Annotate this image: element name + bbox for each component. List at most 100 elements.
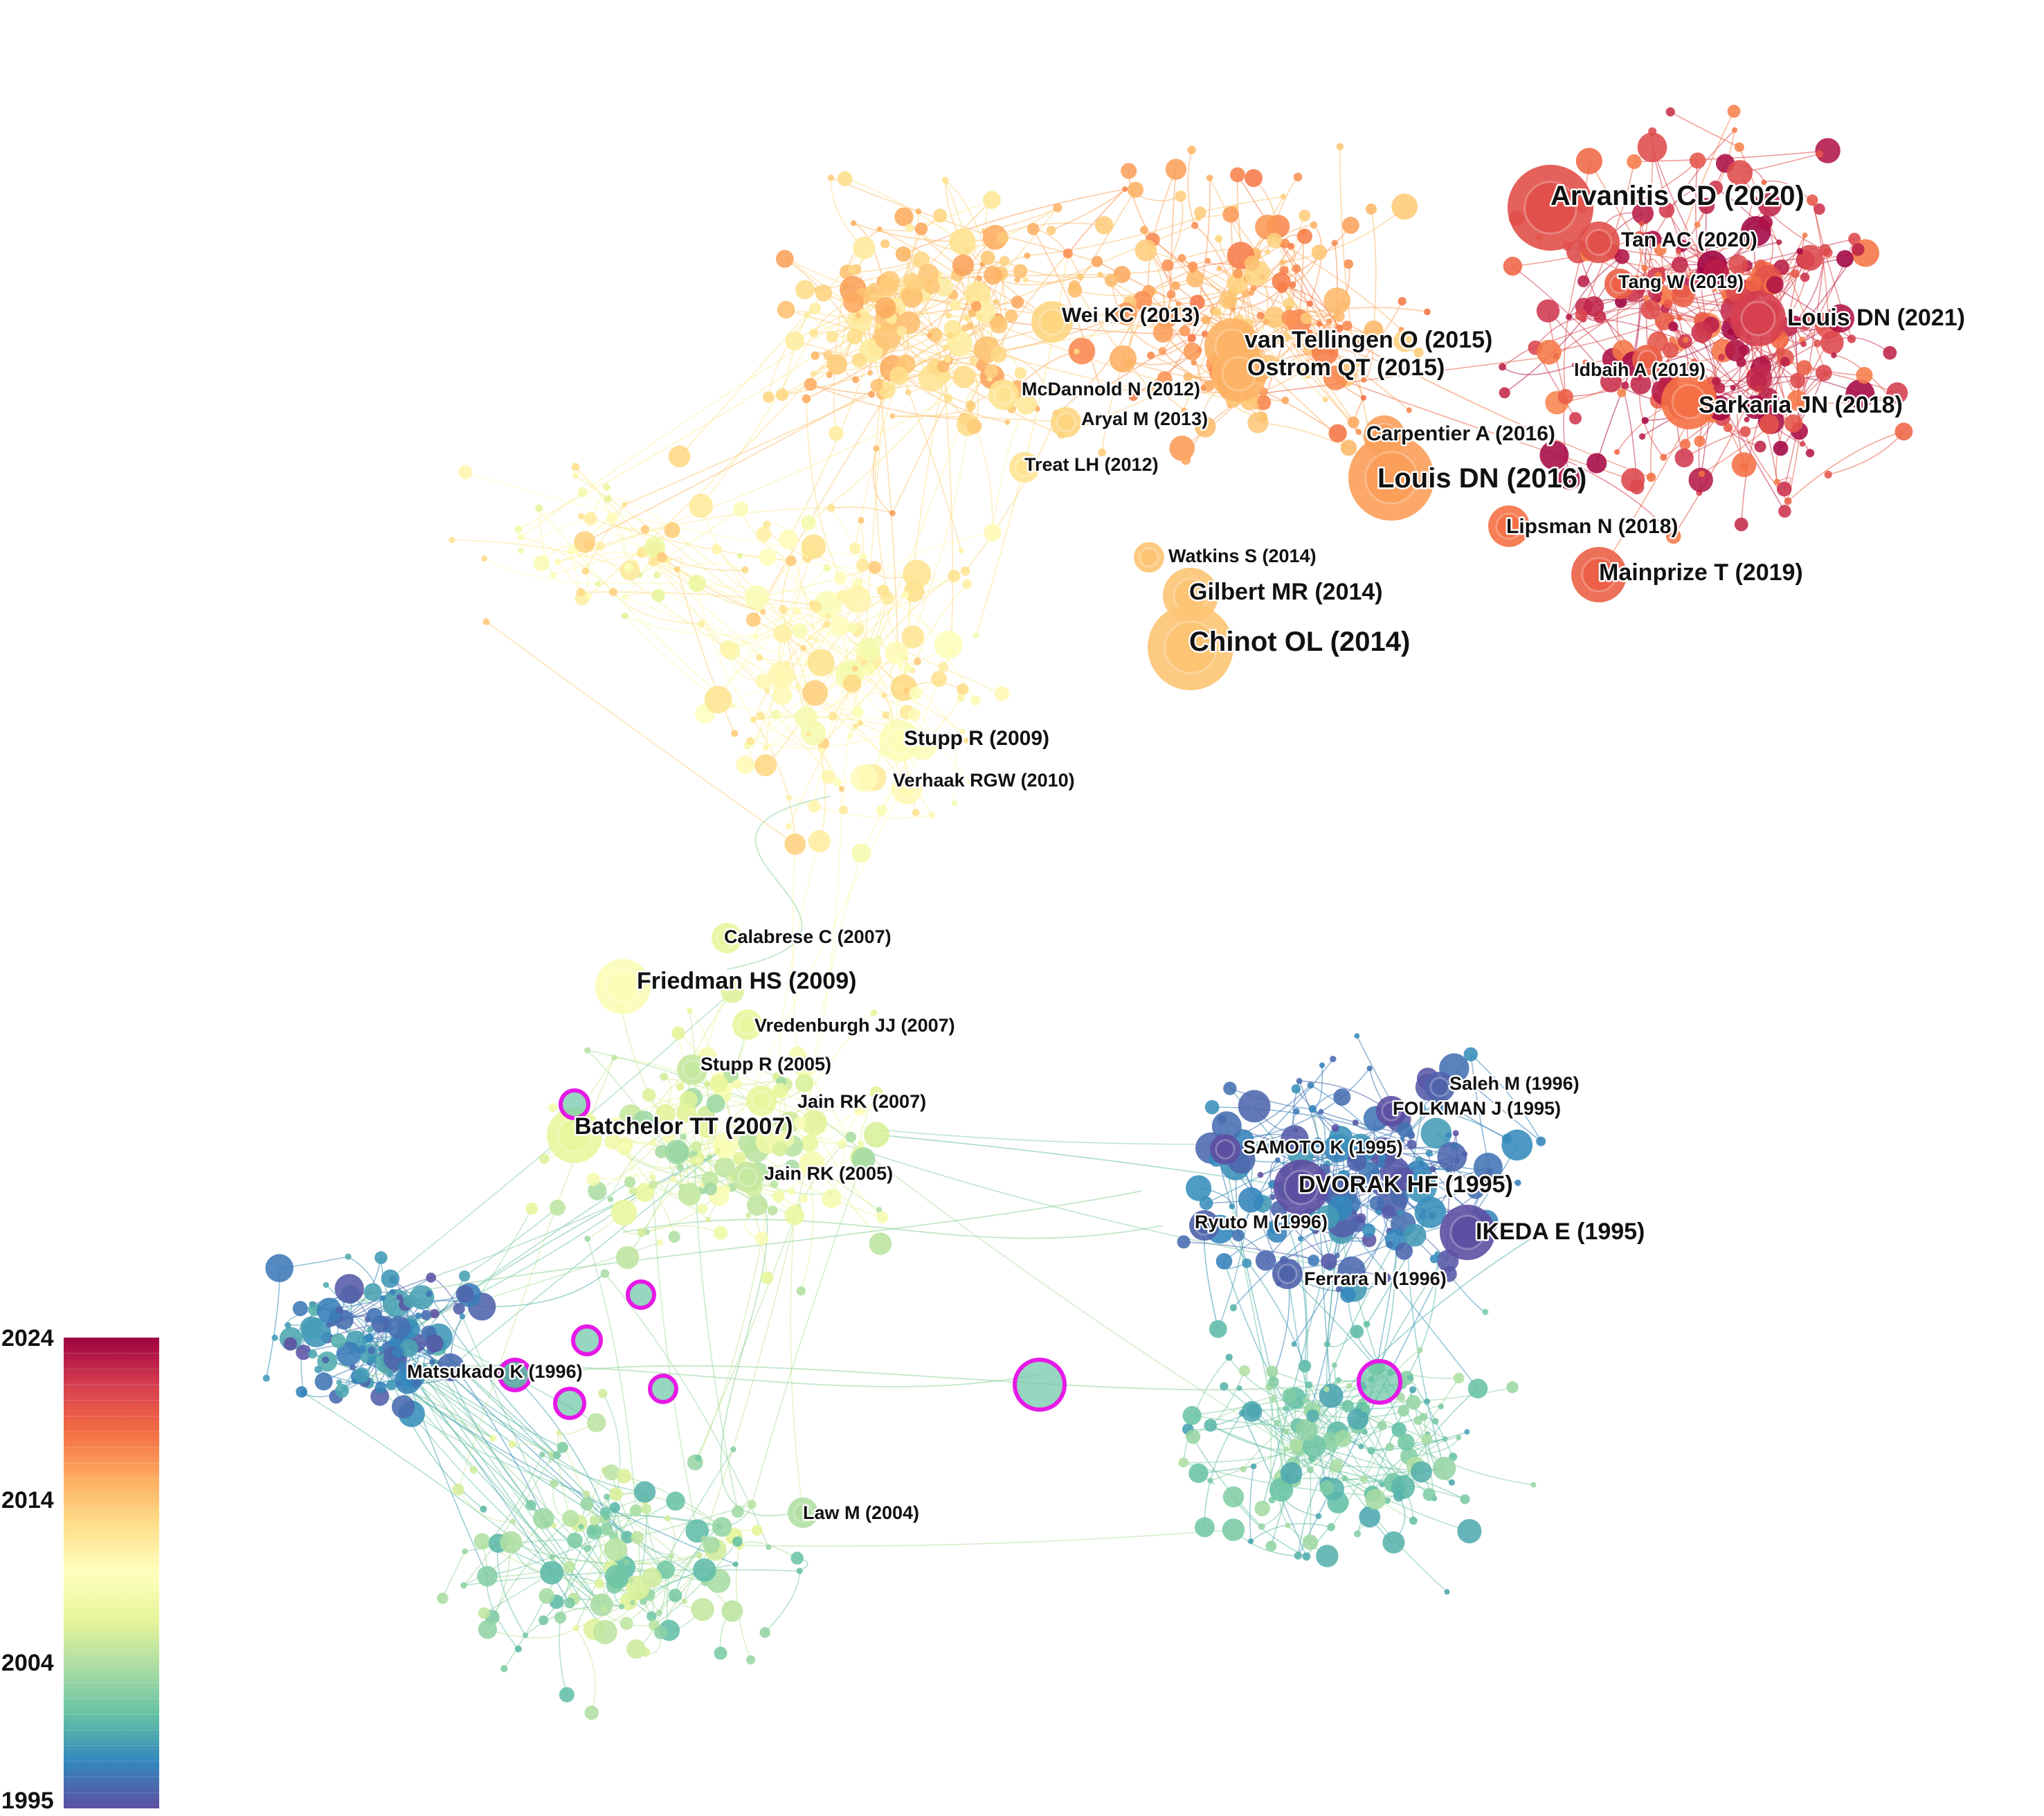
labeled-paper-node-core bbox=[1637, 350, 1658, 370]
paper-node bbox=[1274, 1419, 1281, 1426]
paper-node bbox=[1420, 1117, 1452, 1149]
citation-edge bbox=[1739, 172, 1826, 251]
paper-node bbox=[966, 418, 982, 434]
paper-node bbox=[604, 1493, 611, 1500]
paper-node bbox=[1147, 351, 1155, 359]
paper-node bbox=[1132, 291, 1152, 311]
paper-node bbox=[1013, 264, 1028, 278]
paper-node bbox=[1200, 385, 1206, 391]
node-label: Saleh M (1996) bbox=[1449, 1073, 1580, 1094]
citation-edge bbox=[1598, 350, 1724, 575]
paper-node bbox=[1323, 1386, 1330, 1392]
colorbar-tick-label: 2024 bbox=[1, 1325, 54, 1351]
citation-edge bbox=[582, 492, 643, 553]
paper-node bbox=[755, 673, 771, 690]
paper-node bbox=[1413, 348, 1424, 358]
labeled-paper-node-core bbox=[751, 1090, 772, 1111]
paper-node bbox=[1800, 272, 1810, 282]
paper-node bbox=[1298, 1360, 1312, 1373]
paper-node bbox=[938, 662, 949, 672]
paper-node bbox=[759, 548, 777, 566]
labeled-paper-node-core bbox=[1449, 1214, 1485, 1250]
citation-edge bbox=[1282, 287, 1340, 329]
paper-node bbox=[1799, 441, 1806, 447]
citation-edge bbox=[1371, 1431, 1467, 1451]
paper-node bbox=[876, 636, 883, 642]
paper-node bbox=[1723, 422, 1733, 433]
paper-node bbox=[826, 371, 833, 378]
paper-node bbox=[1177, 1235, 1191, 1249]
paper-node bbox=[1431, 1418, 1439, 1425]
paper-node bbox=[1195, 1517, 1215, 1538]
paper-node bbox=[1407, 1375, 1413, 1381]
paper-node bbox=[550, 1479, 559, 1488]
paper-node bbox=[914, 222, 928, 235]
paper-node bbox=[1514, 1179, 1521, 1187]
paper-node bbox=[296, 1386, 308, 1398]
paper-node bbox=[1501, 1129, 1533, 1161]
paper-node bbox=[616, 1468, 632, 1484]
paper-node bbox=[681, 1599, 688, 1605]
paper-node bbox=[1674, 448, 1694, 468]
paper-node bbox=[1437, 1142, 1467, 1172]
paper-node bbox=[795, 684, 802, 690]
citation-edge bbox=[1100, 337, 1193, 391]
paper-node bbox=[1636, 197, 1643, 205]
paper-node bbox=[1319, 1062, 1326, 1068]
citation-edge bbox=[897, 647, 1003, 694]
paper-node bbox=[480, 1505, 487, 1513]
paper-node bbox=[517, 547, 524, 554]
paper-node bbox=[799, 1151, 825, 1178]
paper-node bbox=[1229, 1304, 1237, 1311]
citation-edge bbox=[394, 1363, 629, 1602]
citation-edge bbox=[1828, 431, 1905, 476]
citation-edge bbox=[854, 375, 900, 549]
paper-node bbox=[539, 1588, 554, 1604]
paper-node bbox=[942, 344, 950, 351]
node-label: Ferrara N (1996) bbox=[1304, 1268, 1447, 1289]
paper-node bbox=[733, 501, 749, 517]
paper-node bbox=[595, 1579, 604, 1589]
paper-node bbox=[772, 685, 793, 705]
citation-edge bbox=[1110, 280, 1163, 352]
burst-ring bbox=[498, 1358, 532, 1392]
paper-node bbox=[732, 1151, 746, 1165]
paper-node bbox=[1503, 256, 1523, 276]
paper-node bbox=[838, 1139, 847, 1149]
paper-node bbox=[1727, 105, 1741, 118]
paper-node bbox=[1347, 1408, 1369, 1430]
citation-edge bbox=[944, 180, 984, 265]
paper-node bbox=[611, 1199, 637, 1226]
paper-node bbox=[646, 1611, 657, 1621]
citation-edge bbox=[575, 466, 629, 568]
paper-node bbox=[539, 1615, 549, 1626]
paper-node bbox=[904, 664, 912, 673]
citation-edge bbox=[1229, 1088, 1478, 1390]
labeled-paper-node-core bbox=[1671, 384, 1707, 420]
paper-node bbox=[1282, 1221, 1289, 1228]
paper-node bbox=[738, 1132, 759, 1153]
paper-node bbox=[709, 1075, 728, 1093]
paper-node bbox=[1308, 1455, 1316, 1463]
paper-node bbox=[379, 1295, 386, 1302]
paper-node bbox=[1448, 1479, 1456, 1486]
paper-node bbox=[604, 495, 612, 503]
paper-node bbox=[786, 555, 797, 566]
paper-node bbox=[802, 1099, 810, 1107]
paper-node bbox=[1340, 1287, 1356, 1303]
citation-edge bbox=[1470, 1054, 1541, 1142]
citation-edge bbox=[943, 366, 953, 651]
paper-node bbox=[755, 526, 771, 542]
paper-node bbox=[754, 754, 777, 777]
paper-node bbox=[478, 1607, 490, 1619]
paper-node bbox=[946, 332, 954, 340]
paper-node bbox=[609, 588, 617, 597]
citation-edge bbox=[1204, 1412, 1243, 1527]
paper-node bbox=[1577, 275, 1590, 287]
paper-node bbox=[1187, 145, 1196, 154]
paper-node bbox=[653, 571, 661, 579]
paper-node bbox=[1122, 186, 1128, 192]
paper-node bbox=[1204, 1419, 1218, 1432]
paper-node bbox=[1175, 300, 1182, 307]
paper-node bbox=[576, 588, 586, 597]
